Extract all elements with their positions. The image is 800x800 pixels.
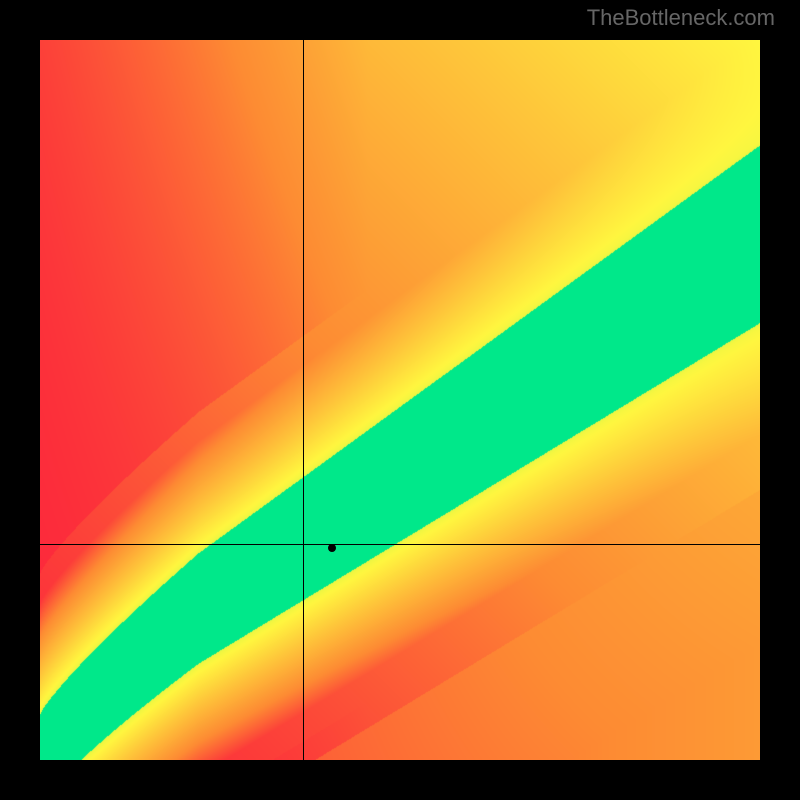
heatmap-chart [40,40,760,760]
watermark-text: TheBottleneck.com [587,5,775,31]
data-point-marker [328,544,336,552]
crosshair-horizontal [40,544,760,545]
heatmap-canvas [40,40,760,760]
crosshair-vertical [303,40,304,760]
